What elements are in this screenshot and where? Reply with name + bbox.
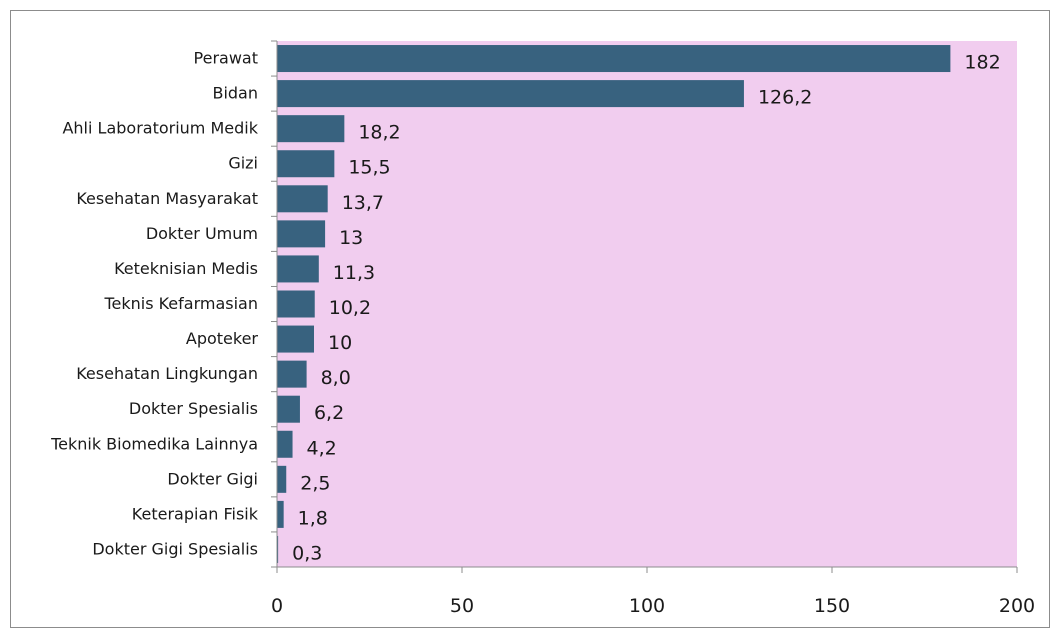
category-label: Dokter Umum [146, 224, 258, 243]
category-label: Dokter Gigi [167, 469, 258, 488]
value-label: 4,2 [307, 437, 337, 459]
value-label: 126,2 [758, 87, 812, 109]
category-label: Keterapian Fisik [132, 504, 259, 523]
labels-group: Perawat 182 Bidan 126,2 Ahli Laboratorium Me… [50, 49, 1001, 565]
bar [277, 430, 293, 458]
bar [277, 185, 328, 213]
value-label: 15,5 [348, 157, 390, 179]
value-label: 182 [964, 52, 1000, 74]
value-label: 8,0 [321, 367, 351, 389]
category-label: Gizi [228, 154, 258, 173]
bar [277, 255, 319, 283]
value-label: 2,5 [300, 472, 330, 494]
x-tick-label: 50 [450, 595, 474, 617]
category-label: Perawat [194, 49, 258, 68]
category-label: Dokter Spesialis [129, 399, 258, 418]
value-label: 6,2 [314, 402, 344, 424]
category-label: Bidan [212, 84, 258, 103]
bar [277, 115, 345, 143]
x-tick-label: 150 [814, 595, 850, 617]
value-label: 10 [328, 332, 352, 354]
bar [277, 45, 951, 73]
bar [277, 395, 300, 423]
bar [277, 150, 335, 178]
bar [277, 535, 279, 563]
bar [277, 465, 287, 493]
plot-area [277, 41, 1017, 567]
category-label: Kesehatan Lingkungan [76, 364, 258, 383]
category-label: Keteknisian Medis [114, 259, 258, 278]
category-label: Apoteker [186, 329, 259, 348]
value-label: 10,2 [329, 297, 371, 319]
x-tick-label: 200 [999, 595, 1035, 617]
bar [277, 325, 314, 353]
value-label: 18,2 [358, 122, 400, 144]
bar [277, 360, 307, 388]
x-tick-label: 100 [629, 595, 665, 617]
x-tick-label: 0 [271, 595, 283, 617]
category-label: Teknis Kefarmasian [103, 294, 258, 313]
value-label: 13,7 [342, 192, 384, 214]
bar [277, 80, 744, 108]
category-label: Kesehatan Masyarakat [76, 189, 258, 208]
bar [277, 220, 326, 248]
category-label: Dokter Gigi Spesialis [92, 539, 258, 558]
value-label: 11,3 [333, 262, 375, 284]
bars-group [277, 45, 951, 563]
value-label: 0,3 [292, 542, 322, 564]
bar [277, 500, 284, 528]
axes-group: 0 50 100 150 200 [271, 40, 1035, 617]
category-label: Teknik Biomedika Lainnya [50, 434, 258, 453]
category-label: Ahli Laboratorium Medik [62, 119, 258, 138]
value-label: 1,8 [298, 507, 328, 529]
value-label: 13 [339, 227, 363, 249]
bar [277, 290, 315, 318]
